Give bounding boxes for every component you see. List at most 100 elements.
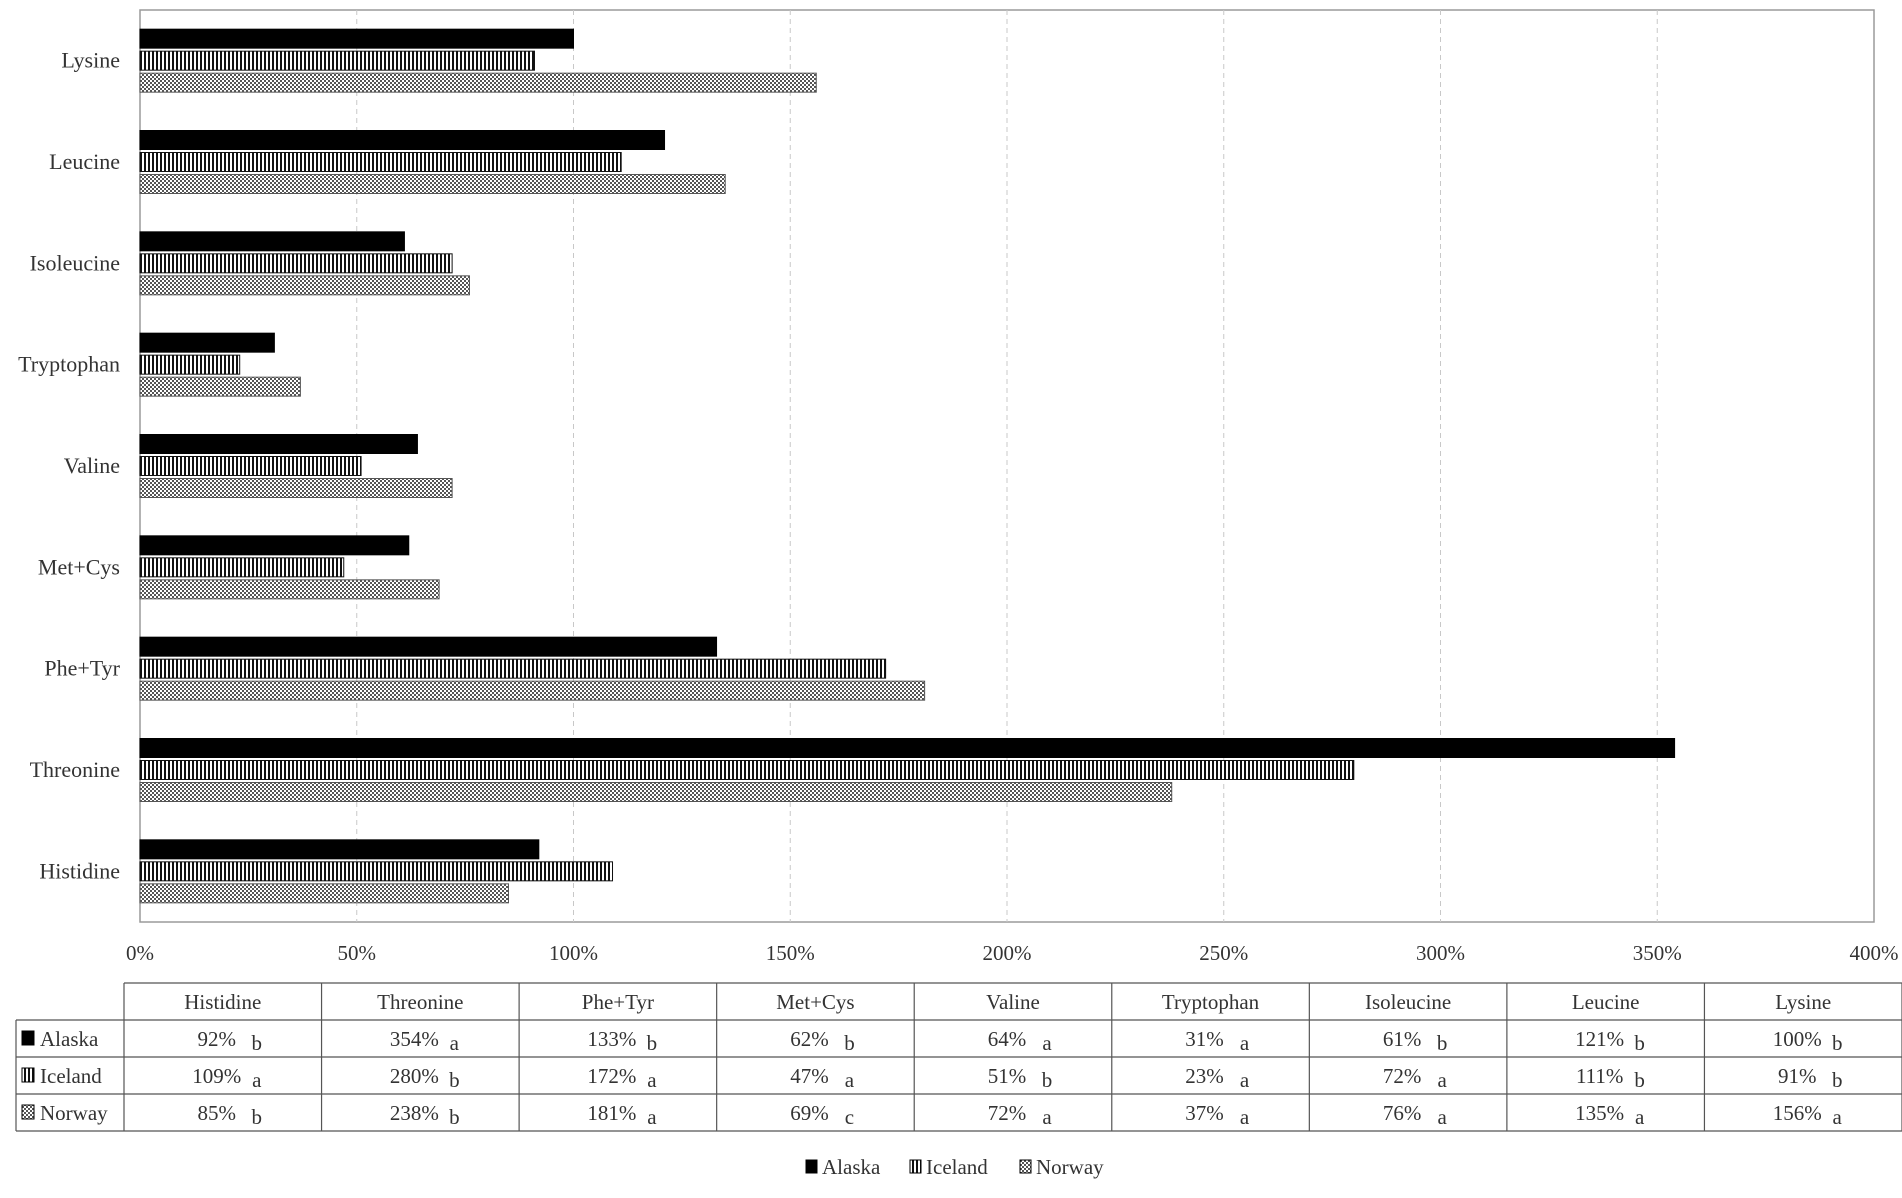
table-row-label: Iceland <box>40 1064 102 1088</box>
table-header: Histidine <box>184 990 261 1014</box>
significance-letter: a <box>1042 1031 1052 1055</box>
table-cell: 354% <box>390 1027 439 1051</box>
significance-letter: a <box>647 1105 657 1129</box>
table-cell: 69% <box>790 1101 829 1125</box>
significance-letter: a <box>1635 1105 1645 1129</box>
table-cell: 85% <box>198 1101 237 1125</box>
bar-iceland <box>139 760 1355 780</box>
x-tick-label: 300% <box>1416 941 1465 965</box>
bar-norway <box>139 782 1173 802</box>
bar-alaska <box>139 738 1676 758</box>
y-category-label: Isoleucine <box>30 250 120 275</box>
table-cell: 135% <box>1575 1101 1624 1125</box>
table-row-label: Norway <box>40 1101 108 1125</box>
legend-label: Alaska <box>822 1155 881 1179</box>
table-header: Isoleucine <box>1365 990 1451 1014</box>
legend-swatch-iceland <box>909 1159 922 1174</box>
bar-iceland <box>139 253 453 274</box>
table-header: Leucine <box>1572 990 1640 1014</box>
significance-letter: a <box>1042 1105 1052 1129</box>
table-cell: 172% <box>587 1064 636 1088</box>
bar-alaska <box>139 636 718 657</box>
bar-norway <box>139 72 817 93</box>
table-cell: 51% <box>988 1064 1027 1088</box>
significance-letter: a <box>1833 1105 1843 1129</box>
x-tick-label: 400% <box>1850 941 1899 965</box>
bar-norway <box>139 478 453 498</box>
bar-iceland <box>139 50 535 71</box>
significance-letter: b <box>1832 1031 1843 1055</box>
significance-letter: a <box>1437 1105 1447 1129</box>
table-cell: 62% <box>790 1027 829 1051</box>
bar-norway <box>139 579 440 600</box>
table-cell: 121% <box>1575 1027 1624 1051</box>
significance-letter: b <box>1832 1068 1843 1092</box>
bar-alaska <box>139 28 574 49</box>
table-header: Met+Cys <box>776 990 854 1014</box>
table-cell: 31% <box>1185 1027 1224 1051</box>
significance-letter: b <box>1042 1068 1053 1092</box>
significance-letter: a <box>647 1068 657 1092</box>
significance-letter: a <box>1240 1068 1250 1092</box>
significance-letter: b <box>252 1105 263 1129</box>
significance-letter: a <box>252 1068 262 1092</box>
table-cell: 280% <box>390 1064 439 1088</box>
legend-label: Norway <box>1036 1155 1104 1179</box>
y-category-label: Phe+Tyr <box>44 656 120 681</box>
y-category-label: Met+Cys <box>38 554 120 579</box>
table-cell: 109% <box>192 1064 241 1088</box>
significance-letter: b <box>449 1105 460 1129</box>
significance-letter: b <box>647 1031 658 1055</box>
significance-letter: a <box>1240 1031 1250 1055</box>
table-cell: 100% <box>1773 1027 1822 1051</box>
table-legend-key-alaska <box>21 1030 35 1046</box>
significance-letter: b <box>1634 1031 1645 1055</box>
y-category-label: Threonine <box>30 757 120 782</box>
table-cell: 133% <box>587 1027 636 1051</box>
bar-iceland <box>139 354 241 375</box>
bar-norway <box>139 174 726 194</box>
bar-iceland <box>139 658 887 679</box>
table-cell: 156% <box>1773 1101 1822 1125</box>
y-category-label: Valine <box>64 453 120 478</box>
significance-letter: c <box>845 1105 854 1129</box>
x-tick-label: 100% <box>549 941 598 965</box>
table-cell: 181% <box>587 1101 636 1125</box>
significance-letter: b <box>449 1068 460 1092</box>
table-cell: 91% <box>1778 1064 1817 1088</box>
table-cell: 37% <box>1185 1101 1224 1125</box>
table-header: Tryptophan <box>1162 990 1260 1014</box>
significance-letter: b <box>1437 1031 1448 1055</box>
bar-norway <box>139 680 926 701</box>
bar-alaska <box>139 231 405 252</box>
table-header: Lysine <box>1775 990 1831 1014</box>
bar-norway <box>139 275 470 296</box>
legend-label: Iceland <box>926 1155 988 1179</box>
table-cell: 23% <box>1185 1064 1224 1088</box>
x-tick-label: 200% <box>983 941 1032 965</box>
x-tick-label: 350% <box>1633 941 1682 965</box>
significance-letter: b <box>844 1031 855 1055</box>
bar-iceland <box>139 557 345 578</box>
bar-alaska <box>139 332 275 353</box>
table-cell: 76% <box>1383 1101 1422 1125</box>
table-cell: 92% <box>198 1027 237 1051</box>
bar-norway <box>139 376 301 397</box>
significance-letter: a <box>1437 1068 1447 1092</box>
bar-iceland <box>139 456 362 476</box>
significance-letter: b <box>252 1031 263 1055</box>
table-row-label: Alaska <box>40 1027 99 1051</box>
y-category-label: Leucine <box>49 149 120 174</box>
bar-alaska <box>139 839 540 860</box>
bar-alaska <box>139 434 418 454</box>
significance-letter: a <box>450 1031 460 1055</box>
significance-letter: a <box>845 1068 855 1092</box>
x-tick-label: 150% <box>766 941 815 965</box>
bar-alaska <box>139 535 410 556</box>
significance-letter: b <box>1634 1068 1645 1092</box>
table-cell: 72% <box>988 1101 1027 1125</box>
y-category-label: Tryptophan <box>18 352 120 377</box>
significance-letter: a <box>1240 1105 1250 1129</box>
